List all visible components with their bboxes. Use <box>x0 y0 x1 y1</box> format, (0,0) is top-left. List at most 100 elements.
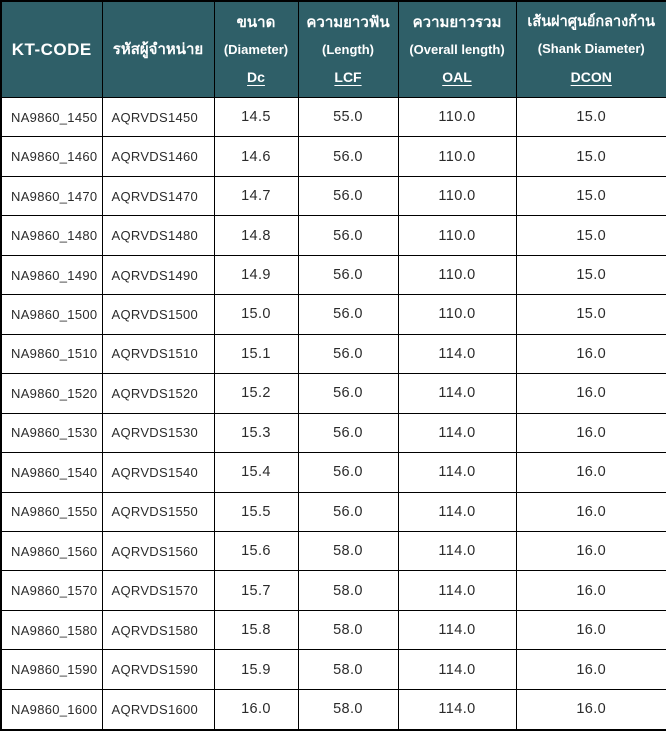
cell-overall-length-oal: 110.0 <box>397 175 517 217</box>
column-abbr: LCF <box>334 69 362 86</box>
cell-diameter-dc: 15.7 <box>213 570 299 611</box>
cell-shank-diameter-dcon: 16.0 <box>515 649 666 690</box>
column-header-diameter: ขนาด (Diameter) Dc <box>213 0 299 98</box>
cell-kt-code: NA9860_1520 <box>0 373 103 414</box>
table-row: NA9860_1600 AQRVDS1600 16.0 58.0 114.0 16.0 <box>0 688 666 731</box>
cell-vendor-code: AQRVDS1550 <box>101 491 215 532</box>
cell-vendor-code: AQRVDS1490 <box>101 254 215 296</box>
cell-length-lcf: 58.0 <box>297 530 399 572</box>
column-label: ขนาด <box>236 13 276 31</box>
cell-shank-diameter-dcon: 16.0 <box>515 412 666 454</box>
column-label: เส้นผ่าศูนย์กลางก้าน <box>527 13 656 30</box>
header-cell-content: KT-CODE <box>2 2 101 97</box>
cell-shank-diameter-dcon: 15.0 <box>515 96 666 138</box>
cell-shank-diameter-dcon: 16.0 <box>515 570 666 611</box>
cell-kt-code: NA9860_1480 <box>0 215 103 256</box>
cell-kt-code: NA9860_1500 <box>0 294 103 335</box>
table-body: NA9860_1450 AQRVDS1450 14.5 55.0 110.0 15.0 NA… <box>0 96 666 731</box>
cell-vendor-code: AQRVDS1540 <box>101 452 215 493</box>
column-header-vendor-code: รหัสผู้จำหน่าย <box>101 0 215 98</box>
cell-length-lcf: 58.0 <box>297 609 399 651</box>
cell-diameter-dc: 15.3 <box>213 412 299 454</box>
cell-vendor-code: AQRVDS1480 <box>101 215 215 256</box>
cell-kt-code: NA9860_1550 <box>0 491 103 532</box>
cell-overall-length-oal: 114.0 <box>397 530 517 572</box>
cell-vendor-code: AQRVDS1470 <box>101 175 215 217</box>
column-label: รหัสผู้จำหน่าย <box>112 40 204 58</box>
table-row: NA9860_1560 AQRVDS1560 15.6 58.0 114.0 16.0 <box>0 530 666 572</box>
cell-length-lcf: 56.0 <box>297 333 399 375</box>
cell-kt-code: NA9860_1460 <box>0 136 103 177</box>
cell-overall-length-oal: 114.0 <box>397 491 517 532</box>
cell-length-lcf: 56.0 <box>297 412 399 454</box>
cell-shank-diameter-dcon: 15.0 <box>515 175 666 217</box>
table-row: NA9860_1580 AQRVDS1580 15.8 58.0 114.0 16.0 <box>0 609 666 651</box>
cell-diameter-dc: 15.5 <box>213 491 299 532</box>
table-row: NA9860_1510 AQRVDS1510 15.1 56.0 114.0 16.0 <box>0 333 666 375</box>
cell-diameter-dc: 15.1 <box>213 333 299 375</box>
cell-shank-diameter-dcon: 16.0 <box>515 333 666 375</box>
column-abbr: OAL <box>442 69 472 86</box>
header-cell-content: ความยาวฟัน (Length) LCF <box>299 2 397 97</box>
cell-vendor-code: AQRVDS1500 <box>101 294 215 335</box>
cell-length-lcf: 56.0 <box>297 254 399 296</box>
cell-length-lcf: 56.0 <box>297 452 399 493</box>
table-row: NA9860_1490 AQRVDS1490 14.9 56.0 110.0 15.0 <box>0 254 666 296</box>
column-abbr: Dc <box>247 69 265 86</box>
cell-kt-code: NA9860_1570 <box>0 570 103 611</box>
table-row: NA9860_1500 AQRVDS1500 15.0 56.0 110.0 15.0 <box>0 294 666 335</box>
header-cell-content: ขนาด (Diameter) Dc <box>215 2 297 97</box>
cell-shank-diameter-dcon: 16.0 <box>515 373 666 414</box>
cell-overall-length-oal: 114.0 <box>397 609 517 651</box>
cell-vendor-code: AQRVDS1570 <box>101 570 215 611</box>
cell-diameter-dc: 15.2 <box>213 373 299 414</box>
column-sublabel: (Shank Diameter) <box>537 41 645 57</box>
cell-overall-length-oal: 110.0 <box>397 215 517 256</box>
cell-kt-code: NA9860_1530 <box>0 412 103 454</box>
column-header-kt-code: KT-CODE <box>0 0 103 98</box>
cell-shank-diameter-dcon: 15.0 <box>515 136 666 177</box>
table-row: NA9860_1530 AQRVDS1530 15.3 56.0 114.0 16.0 <box>0 412 666 454</box>
cell-shank-diameter-dcon: 16.0 <box>515 491 666 532</box>
cell-shank-diameter-dcon: 16.0 <box>515 688 666 731</box>
column-label: ความยาวฟัน <box>306 13 390 31</box>
table-row: NA9860_1540 AQRVDS1540 15.4 56.0 114.0 16.0 <box>0 452 666 493</box>
table-row: NA9860_1550 AQRVDS1550 15.5 56.0 114.0 16.0 <box>0 491 666 532</box>
cell-kt-code: NA9860_1470 <box>0 175 103 217</box>
cell-kt-code: NA9860_1540 <box>0 452 103 493</box>
cell-length-lcf: 58.0 <box>297 688 399 731</box>
cell-diameter-dc: 15.8 <box>213 609 299 651</box>
table-row: NA9860_1570 AQRVDS1570 15.7 58.0 114.0 16.0 <box>0 570 666 611</box>
cell-kt-code: NA9860_1600 <box>0 688 103 731</box>
column-label: ความยาวรวม <box>412 13 502 31</box>
cell-overall-length-oal: 114.0 <box>397 649 517 690</box>
cell-diameter-dc: 16.0 <box>213 688 299 731</box>
cell-diameter-dc: 15.6 <box>213 530 299 572</box>
cell-overall-length-oal: 114.0 <box>397 452 517 493</box>
cell-shank-diameter-dcon: 15.0 <box>515 254 666 296</box>
table-row: NA9860_1460 AQRVDS1460 14.6 56.0 110.0 15.0 <box>0 136 666 177</box>
cell-vendor-code: AQRVDS1460 <box>101 136 215 177</box>
cell-overall-length-oal: 110.0 <box>397 96 517 138</box>
cell-length-lcf: 56.0 <box>297 373 399 414</box>
cell-diameter-dc: 14.6 <box>213 136 299 177</box>
cell-length-lcf: 56.0 <box>297 491 399 532</box>
cell-overall-length-oal: 114.0 <box>397 333 517 375</box>
column-header-length: ความยาวฟัน (Length) LCF <box>297 0 399 98</box>
cell-vendor-code: AQRVDS1530 <box>101 412 215 454</box>
table-row: NA9860_1590 AQRVDS1590 15.9 58.0 114.0 16.0 <box>0 649 666 690</box>
cell-shank-diameter-dcon: 16.0 <box>515 452 666 493</box>
cell-diameter-dc: 14.9 <box>213 254 299 296</box>
cell-length-lcf: 56.0 <box>297 136 399 177</box>
table-row: NA9860_1470 AQRVDS1470 14.7 56.0 110.0 15.0 <box>0 175 666 217</box>
cell-shank-diameter-dcon: 16.0 <box>515 609 666 651</box>
cell-overall-length-oal: 114.0 <box>397 373 517 414</box>
table-row: NA9860_1520 AQRVDS1520 15.2 56.0 114.0 16.0 <box>0 373 666 414</box>
cell-diameter-dc: 15.4 <box>213 452 299 493</box>
cell-length-lcf: 56.0 <box>297 175 399 217</box>
cell-shank-diameter-dcon: 16.0 <box>515 530 666 572</box>
cell-overall-length-oal: 110.0 <box>397 294 517 335</box>
cell-length-lcf: 58.0 <box>297 649 399 690</box>
header-cell-content: ความยาวรวม (Overall length) OAL <box>399 2 515 97</box>
